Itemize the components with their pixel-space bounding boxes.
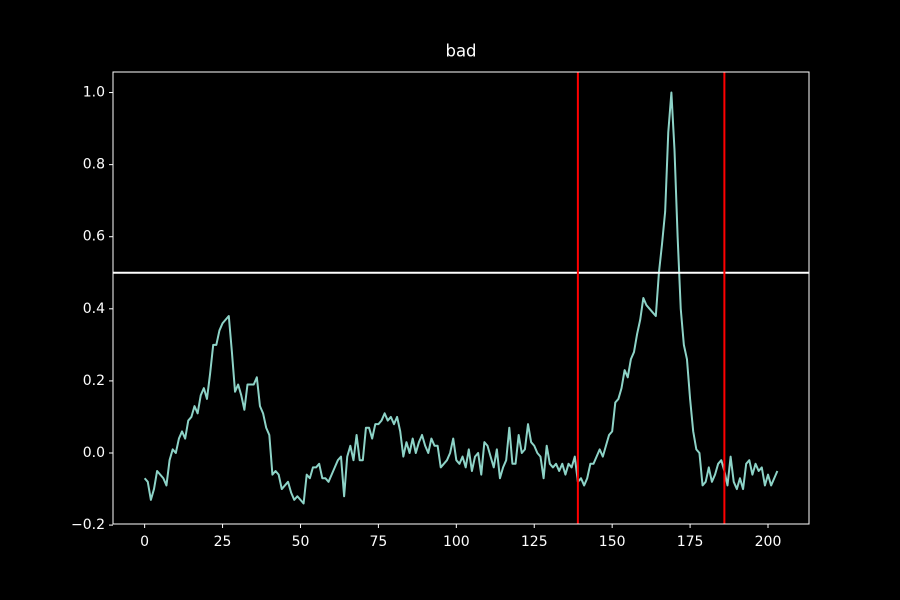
x-tick-label: 125 (521, 534, 548, 550)
x-tick-label: 100 (443, 534, 470, 550)
y-tick-label: 0.2 (83, 373, 105, 389)
y-tick-label: 0.6 (83, 229, 105, 245)
y-tick-label: −0.2 (71, 517, 105, 533)
y-tick-label: 0.8 (83, 157, 105, 173)
y-tick-label: 0.4 (83, 301, 105, 317)
y-tick-label: 0.0 (83, 445, 105, 461)
x-tick-label: 50 (292, 534, 310, 550)
x-tick-label: 150 (599, 534, 626, 550)
x-tick-label: 75 (369, 534, 387, 550)
chart-title: bad (445, 42, 476, 61)
line-series (143, 91, 779, 505)
x-tick-label: 175 (677, 534, 704, 550)
y-tick-label: 1.0 (83, 85, 105, 101)
x-tick-label: 25 (214, 534, 232, 550)
x-tick-label: 0 (140, 534, 149, 550)
axes-frame (112, 71, 810, 525)
x-tick-label: 200 (755, 534, 782, 550)
